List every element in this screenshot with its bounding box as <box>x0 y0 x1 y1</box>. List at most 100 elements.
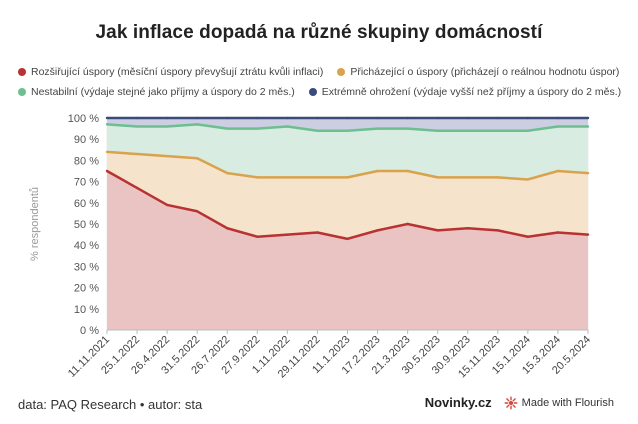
brand-logo[interactable]: Novinky.cz <box>424 395 492 410</box>
point-prichazejici[interactable] <box>466 176 469 179</box>
legend-label-nestabilni: Nestabilní (výdaje stejné jako příjmy a … <box>31 86 295 98</box>
point-rozsirujici[interactable] <box>586 233 590 236</box>
y-tick-label: 70 % <box>74 177 99 189</box>
point-rozsirujici[interactable] <box>346 237 349 241</box>
point-nestabilni[interactable] <box>226 127 229 130</box>
point-prichazejici[interactable] <box>586 171 590 175</box>
point-nestabilni[interactable] <box>376 127 379 130</box>
point-prichazejici[interactable] <box>316 176 319 179</box>
point-nestabilni[interactable] <box>346 129 349 132</box>
y-tick-label: 30 % <box>74 261 99 273</box>
legend-item-rozsirujici[interactable]: Rozšiřující úspory (měsíční úspory převy… <box>18 62 323 82</box>
legend-item-extremne[interactable]: Extrémně ohrožení (výdaje vyšší než příj… <box>308 82 622 102</box>
point-prichazejici[interactable] <box>436 176 439 179</box>
point-nestabilni[interactable] <box>316 129 319 132</box>
legend-row-1: Rozšiřující úspory (měsíční úspory převy… <box>18 62 628 82</box>
point-prichazejici[interactable] <box>346 176 349 179</box>
y-axis-label: % respondentů <box>29 187 41 261</box>
y-tick-label: 90 % <box>74 134 99 146</box>
point-nestabilni[interactable] <box>195 123 199 126</box>
point-prichazejici[interactable] <box>105 150 109 154</box>
point-extremne[interactable] <box>376 116 379 120</box>
point-nestabilni[interactable] <box>406 127 409 130</box>
point-rozsirujici[interactable] <box>256 235 259 238</box>
point-nestabilni[interactable] <box>556 125 560 128</box>
point-prichazejici[interactable] <box>376 169 379 173</box>
point-rozsirujici[interactable] <box>436 229 439 232</box>
point-rozsirujici[interactable] <box>105 169 109 173</box>
legend-item-nestabilni[interactable]: Nestabilní (výdaje stejné jako příjmy a … <box>18 82 295 102</box>
chart-title: Jak inflace dopadá na různé skupiny domá… <box>95 22 543 43</box>
y-tick-label: 20 % <box>74 283 99 295</box>
point-prichazejici[interactable] <box>286 176 289 179</box>
point-rozsirujici[interactable] <box>556 231 560 234</box>
point-rozsirujici[interactable] <box>135 186 139 190</box>
point-extremne[interactable] <box>316 116 319 120</box>
point-prichazejici[interactable] <box>406 169 409 173</box>
legend: Rozšiřující úspory (měsíční úspory převy… <box>18 62 628 102</box>
point-nestabilni[interactable] <box>105 123 109 126</box>
y-tick-label: 80 % <box>74 155 99 167</box>
legend-item-prichazejici[interactable]: Přicházející o úspory (přicházejí o reál… <box>337 62 619 82</box>
point-nestabilni[interactable] <box>466 129 469 132</box>
point-prichazejici[interactable] <box>135 152 139 156</box>
y-axis: 0 % 10 % 20 % 30 % 40 % 50 % 60 % 70 % 80 % 90 % 1… <box>68 113 99 337</box>
point-extremne[interactable] <box>346 116 349 120</box>
point-nestabilni[interactable] <box>436 129 439 132</box>
point-prichazejici[interactable] <box>256 176 259 179</box>
y-tick-label: 0 % <box>80 325 99 337</box>
point-extremne[interactable] <box>165 116 169 120</box>
point-rozsirujici[interactable] <box>466 227 469 230</box>
legend-label-prichazejici: Přicházející o úspory (přicházejí o reál… <box>350 66 620 78</box>
point-rozsirujici[interactable] <box>526 235 530 238</box>
point-prichazejici[interactable] <box>526 178 530 181</box>
point-rozsirujici[interactable] <box>195 210 199 213</box>
point-extremne[interactable] <box>195 116 199 120</box>
point-nestabilni[interactable] <box>256 127 259 130</box>
point-rozsirujici[interactable] <box>376 229 379 232</box>
point-nestabilni[interactable] <box>286 125 289 128</box>
y-tick-label: 40 % <box>74 240 99 252</box>
point-extremne[interactable] <box>466 116 469 120</box>
point-extremne[interactable] <box>256 116 259 120</box>
point-extremne[interactable] <box>496 116 500 120</box>
point-nestabilni[interactable] <box>135 125 139 128</box>
point-rozsirujici[interactable] <box>226 227 229 230</box>
line-layer <box>105 116 590 241</box>
point-extremne[interactable] <box>436 116 439 120</box>
point-extremne[interactable] <box>105 116 109 120</box>
point-extremne[interactable] <box>286 116 289 120</box>
point-extremne[interactable] <box>406 116 409 120</box>
area-rozsirujici <box>107 171 588 330</box>
point-extremne[interactable] <box>556 116 560 120</box>
legend-dot-extremne <box>308 88 317 96</box>
point-rozsirujici[interactable] <box>165 203 169 207</box>
legend-dot-prichazejici <box>337 68 346 76</box>
flourish-icon <box>504 396 518 409</box>
point-prichazejici[interactable] <box>226 171 229 175</box>
point-nestabilni[interactable] <box>586 125 590 128</box>
point-prichazejici[interactable] <box>165 154 169 158</box>
point-prichazejici[interactable] <box>496 176 500 179</box>
point-extremne[interactable] <box>526 116 530 120</box>
y-tick-label: 10 % <box>74 304 99 316</box>
footer-brand: Novinky.cz Made with Flourish <box>425 395 614 410</box>
point-extremne[interactable] <box>226 116 229 120</box>
point-extremne[interactable] <box>135 116 139 120</box>
made-with-flourish[interactable]: Made with Flourish <box>521 396 614 409</box>
point-nestabilni[interactable] <box>496 129 500 132</box>
point-extremne[interactable] <box>586 116 590 120</box>
point-rozsirujici[interactable] <box>316 231 319 234</box>
legend-label-extremne: Extrémně ohrožení (výdaje vyšší než příj… <box>321 86 622 98</box>
point-prichazejici[interactable] <box>195 157 199 160</box>
point-nestabilni[interactable] <box>526 129 530 132</box>
legend-dot-nestabilni <box>18 88 26 96</box>
area-nestabilni <box>107 124 588 180</box>
x-axis: 11.11.202125.1.202226.4.202231.5.202226.… <box>66 329 593 380</box>
point-rozsirujici[interactable] <box>286 233 289 236</box>
point-prichazejici[interactable] <box>556 169 560 173</box>
point-rozsirujici[interactable] <box>496 229 500 232</box>
point-rozsirujici[interactable] <box>406 222 409 226</box>
legend-label-rozsirujici: Rozšiřující úspory (měsíční úspory převy… <box>31 66 324 78</box>
point-nestabilni[interactable] <box>165 125 169 128</box>
